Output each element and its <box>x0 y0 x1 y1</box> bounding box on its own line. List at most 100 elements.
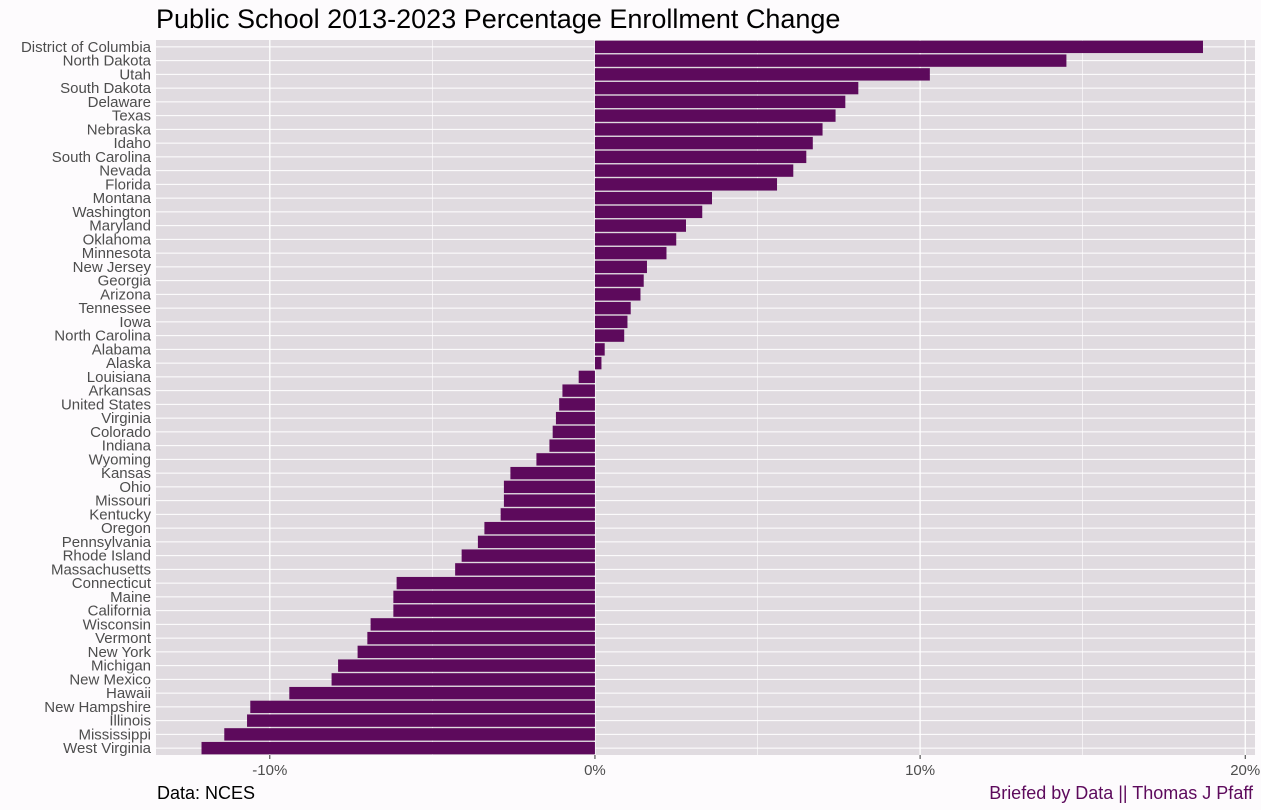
bar <box>594 288 641 301</box>
y-tick-label: Pennsylvania <box>62 534 152 551</box>
bar <box>594 136 813 150</box>
bar <box>594 343 605 356</box>
y-tick-label: Illinois <box>109 713 151 730</box>
bar <box>594 274 644 287</box>
y-tick-label: Mississippi <box>78 726 151 743</box>
bar <box>594 191 713 205</box>
y-tick-label: Alabama <box>92 341 152 358</box>
y-tick-label: Arizona <box>100 286 152 303</box>
y-tick-label: Tennessee <box>78 300 151 317</box>
bar <box>578 370 595 384</box>
y-tick-label: United States <box>61 396 151 413</box>
y-tick-label: Louisiana <box>87 369 152 386</box>
y-tick-label: Idaho <box>113 135 151 152</box>
bar <box>500 508 595 521</box>
y-tick-label: Delaware <box>88 94 151 111</box>
y-tick-label: New Mexico <box>69 671 151 688</box>
bar <box>503 480 595 494</box>
y-tick-label: Florida <box>105 176 152 193</box>
bar <box>357 645 595 659</box>
y-tick-label: North Dakota <box>63 53 152 70</box>
y-tick-label: California <box>88 603 152 620</box>
bar <box>201 741 595 755</box>
y-tick-label: Kansas <box>101 465 151 482</box>
bar <box>331 673 595 686</box>
bar <box>370 618 595 631</box>
y-tick-label: Massachusetts <box>51 561 151 578</box>
bar <box>594 95 846 109</box>
y-tick-label: Rhode Island <box>63 548 151 565</box>
bar <box>559 398 595 411</box>
bar <box>393 604 595 617</box>
bar <box>594 81 859 95</box>
bar <box>549 439 595 452</box>
bar <box>455 563 595 576</box>
y-tick-label: South Dakota <box>60 80 152 97</box>
y-tick-label: District of Columbia <box>21 39 152 56</box>
bar <box>594 164 794 177</box>
bar <box>594 219 686 232</box>
bar <box>224 728 595 741</box>
bar <box>477 535 595 549</box>
bar <box>562 384 595 397</box>
bar <box>594 315 628 329</box>
bar <box>594 301 631 315</box>
bar <box>552 425 595 439</box>
y-tick-label: Washington <box>72 204 151 221</box>
y-tick-label: Arkansas <box>88 383 151 400</box>
bar <box>289 686 595 700</box>
y-tick-label: Alaska <box>106 355 152 372</box>
y-tick-label: Colorado <box>90 424 151 441</box>
y-tick-label: Nebraska <box>87 121 152 138</box>
y-tick-label: Ohio <box>119 479 151 496</box>
x-tick-label: -10% <box>252 762 287 779</box>
y-tick-label: Oklahoma <box>83 231 152 248</box>
bar <box>484 521 595 535</box>
bar <box>338 659 595 672</box>
y-tick-label: Minnesota <box>82 245 152 262</box>
y-tick-label: Nevada <box>99 163 151 180</box>
bar <box>594 329 625 342</box>
bar <box>594 54 1067 67</box>
y-tick-label: Utah <box>119 66 151 83</box>
y-tick-label: New York <box>88 644 152 661</box>
bar <box>594 233 677 246</box>
y-tick-label: Kentucky <box>89 506 151 523</box>
bar <box>594 109 836 122</box>
x-tick-label: 0% <box>584 762 606 779</box>
y-tick-label: Maine <box>110 589 151 606</box>
chart-title: Public School 2013-2023 Percentage Enrol… <box>156 4 841 34</box>
bar <box>503 494 595 507</box>
y-tick-label: Hawaii <box>106 685 151 702</box>
data-source-caption: Data: NCES <box>157 783 256 803</box>
bar <box>396 576 595 590</box>
y-tick-label: Oregon <box>101 520 151 537</box>
bar <box>594 123 823 136</box>
bar <box>594 246 667 260</box>
bar <box>367 631 595 645</box>
y-tick-label: Iowa <box>119 314 151 331</box>
y-tick-label: Texas <box>112 108 151 125</box>
bar <box>594 178 778 191</box>
x-tick-label: 10% <box>905 762 935 779</box>
y-tick-label: Wisconsin <box>83 616 151 633</box>
bar <box>555 411 595 425</box>
y-tick-label: Montana <box>93 190 152 207</box>
y-tick-label: New Hampshire <box>44 699 151 716</box>
bar <box>393 590 595 604</box>
y-tick-label: Wyoming <box>89 451 151 468</box>
bar <box>536 453 595 466</box>
bar <box>594 68 930 81</box>
bar <box>594 40 1203 54</box>
y-tick-label: South Carolina <box>52 149 152 166</box>
y-tick-label: Georgia <box>98 273 152 290</box>
y-tick-label: Michigan <box>91 658 151 675</box>
y-tick-label: West Virginia <box>63 740 151 757</box>
bar <box>594 150 807 164</box>
bar <box>461 549 595 562</box>
x-tick-label: 20% <box>1230 762 1260 779</box>
y-tick-label: New Jersey <box>73 259 152 276</box>
bar <box>594 260 647 274</box>
